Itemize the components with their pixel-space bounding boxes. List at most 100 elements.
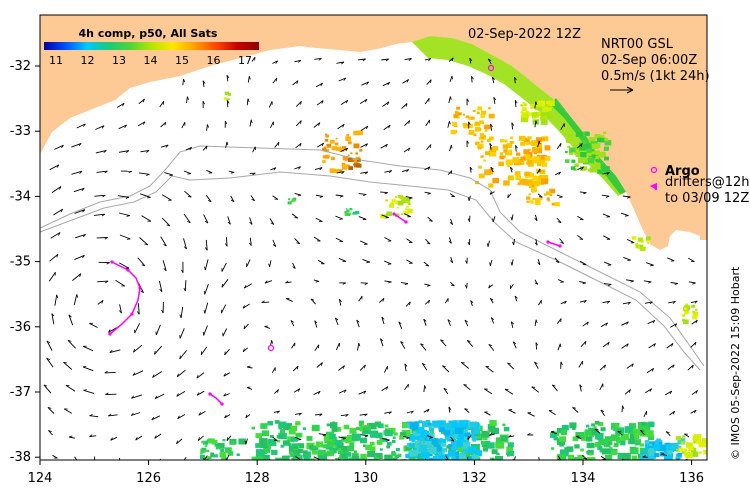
sst-pixel xyxy=(525,142,529,146)
current-vector xyxy=(270,167,277,171)
current-vector xyxy=(531,386,540,393)
sst-pixel xyxy=(200,455,205,459)
current-vector-head xyxy=(187,196,192,198)
current-vector xyxy=(639,429,645,435)
sst-pixel xyxy=(514,171,521,176)
current-vector xyxy=(468,195,471,201)
current-vector-head xyxy=(450,170,453,175)
sst-pixel xyxy=(512,157,520,163)
current-vector xyxy=(466,282,468,289)
sst-pixel xyxy=(503,150,507,153)
sst-pixel xyxy=(678,447,683,451)
sst-pixel xyxy=(402,421,410,429)
sst-pixel xyxy=(484,151,490,156)
current-vector-head xyxy=(617,430,622,433)
sst-pixel xyxy=(262,454,270,460)
current-vector-head xyxy=(297,388,301,392)
sst-pixel xyxy=(322,160,326,163)
current-vector-head xyxy=(101,213,106,217)
sst-pixel xyxy=(339,147,345,152)
current-vector xyxy=(447,319,451,326)
current-vector-head xyxy=(51,313,55,317)
sst-pixel xyxy=(291,198,296,202)
sst-pixel xyxy=(551,447,555,450)
sst-pixel xyxy=(646,236,651,240)
sst-pixel xyxy=(412,431,421,438)
current-vector xyxy=(285,298,293,302)
sst-pixel xyxy=(611,434,620,442)
sst-pixel xyxy=(324,138,329,142)
sst-pixel xyxy=(603,166,610,172)
sst-pixel xyxy=(400,213,403,216)
current-vector xyxy=(246,259,251,267)
current-vector xyxy=(357,58,366,61)
current-vector xyxy=(137,257,146,267)
sst-pixel xyxy=(575,432,585,440)
current-vector xyxy=(204,283,209,295)
sst-pixel xyxy=(348,166,353,170)
current-vector-head xyxy=(400,341,404,344)
current-vector xyxy=(336,171,345,174)
current-vector xyxy=(292,80,299,86)
sst-pixel xyxy=(223,97,227,100)
sst-pixel xyxy=(479,133,485,137)
sst-pixel xyxy=(692,310,695,313)
sst-pixel xyxy=(532,175,539,181)
sst-pixel xyxy=(464,432,471,437)
sst-pixel xyxy=(615,429,620,433)
current-vector-head xyxy=(381,316,385,320)
current-vector xyxy=(75,233,86,239)
current-vector-head xyxy=(388,170,392,174)
sst-pixel xyxy=(401,430,411,438)
y-tick-label: -37 xyxy=(10,385,31,400)
colorbar-tick-label: 14 xyxy=(144,54,158,67)
sst-pixel xyxy=(219,452,227,458)
current-vector-head xyxy=(271,340,273,344)
sst-pixel xyxy=(527,136,532,140)
current-vector xyxy=(159,101,165,108)
current-vector xyxy=(183,170,191,175)
current-vector-head xyxy=(582,282,587,285)
current-vector xyxy=(49,253,59,262)
current-vector xyxy=(381,58,389,61)
sst-pixel xyxy=(484,129,488,132)
current-vector-head xyxy=(273,167,277,171)
current-vector-head xyxy=(297,194,302,197)
sst-pixel xyxy=(399,435,405,440)
current-vector xyxy=(489,143,492,150)
current-vector xyxy=(493,97,496,104)
current-vector-head xyxy=(408,58,412,61)
current-vector-head xyxy=(649,388,653,392)
current-vector-head xyxy=(101,125,105,129)
current-vector-head xyxy=(625,215,629,217)
sst-pixel xyxy=(447,424,456,432)
current-vector xyxy=(130,412,141,416)
sst-pixel xyxy=(677,452,682,457)
current-vector xyxy=(135,435,143,441)
sst-pixel xyxy=(368,458,374,460)
current-vector-head xyxy=(202,80,206,84)
current-vector xyxy=(382,81,390,87)
sst-pixel xyxy=(502,144,509,149)
sst-pixel xyxy=(541,170,545,173)
current-vector-head xyxy=(159,288,163,292)
current-vector xyxy=(461,362,470,369)
current-vector xyxy=(140,149,150,153)
current-vector-head xyxy=(692,282,696,285)
current-vector xyxy=(621,405,623,413)
colorbar: 4h comp, p50, All Sats 11 12 13 14 15 16 17 xyxy=(44,27,259,67)
current-vector xyxy=(184,280,187,292)
sst-pixel xyxy=(617,452,626,460)
sst-pixel xyxy=(615,432,621,437)
current-vector xyxy=(527,412,535,417)
current-vector xyxy=(534,101,537,109)
current-vector-head xyxy=(226,437,228,441)
current-vector-head xyxy=(607,342,610,346)
current-vector xyxy=(427,216,433,222)
current-vectors xyxy=(43,56,698,460)
y-tick-label: -35 xyxy=(10,255,31,270)
current-vector-head xyxy=(514,100,518,104)
sst-pixel xyxy=(492,177,499,184)
sst-pixel xyxy=(454,434,458,437)
current-vector-head xyxy=(277,142,280,146)
